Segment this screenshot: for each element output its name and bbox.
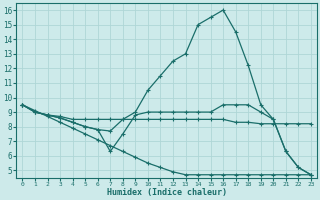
X-axis label: Humidex (Indice chaleur): Humidex (Indice chaleur) — [107, 188, 227, 197]
